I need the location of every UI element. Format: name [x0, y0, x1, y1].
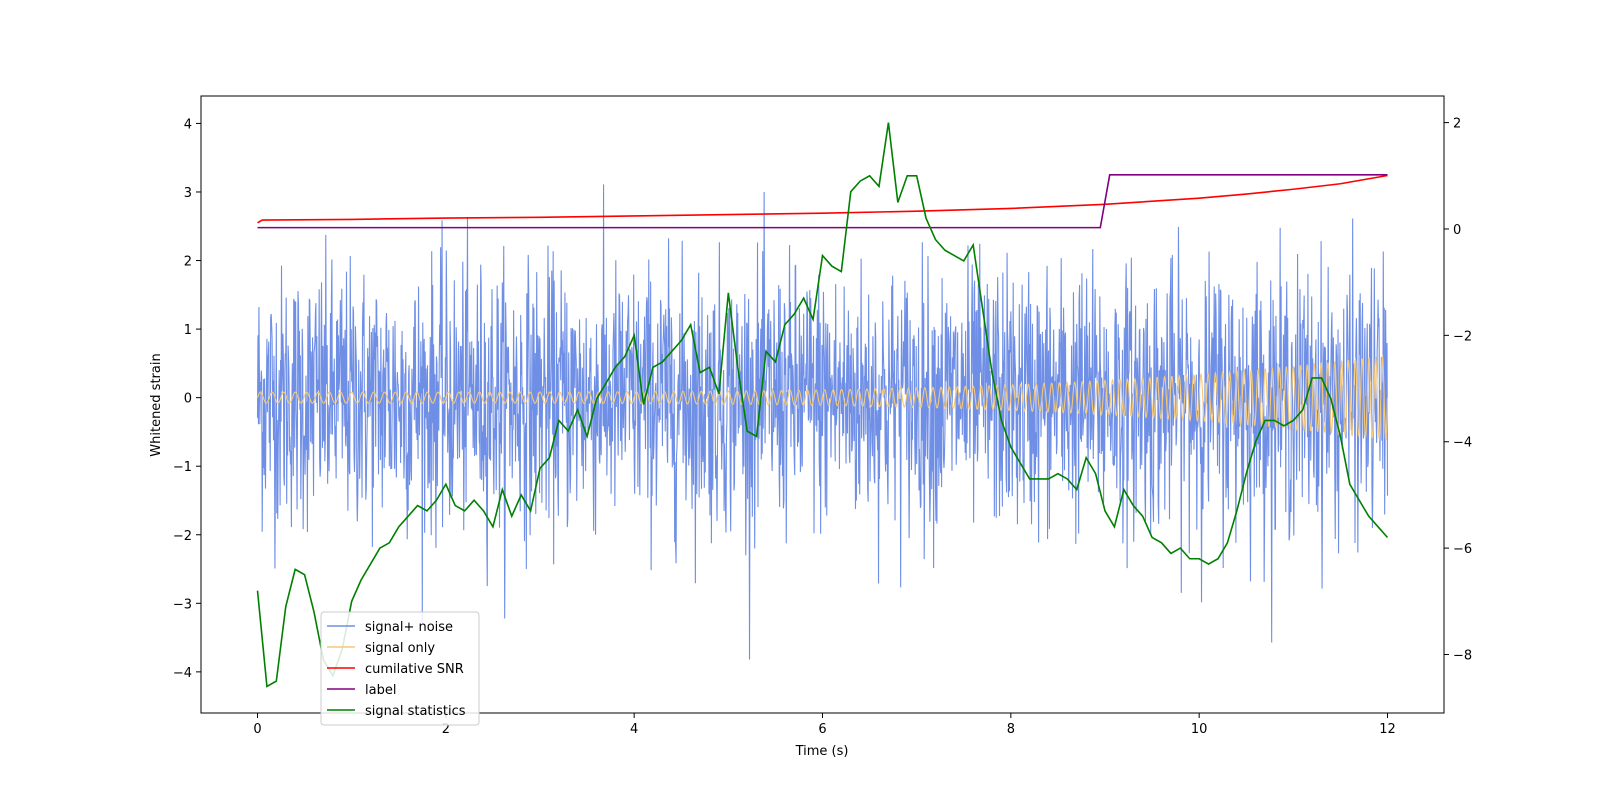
series-line-label	[257, 174, 1388, 229]
x-tick-label: 6	[818, 722, 826, 737]
y-axis-label: Whitened strain	[149, 353, 164, 456]
x-tick-label: 2	[442, 722, 450, 737]
y-tick-label: 3	[184, 186, 192, 201]
y2-tick-label: −4	[1453, 436, 1472, 451]
y-tick-label: 1	[184, 323, 192, 338]
x-tick-label: 0	[253, 722, 261, 737]
x-tick-label: 8	[1007, 722, 1015, 737]
y2-tick-label: −2	[1453, 329, 1472, 344]
y-tick-label: 0	[184, 392, 192, 407]
series-layer	[256, 122, 1389, 688]
y-tick-label: −3	[173, 597, 192, 612]
legend-label: cumilative SNR	[365, 662, 464, 677]
legend-label: signal+ noise	[365, 620, 453, 635]
y-axis-left: −4 −3 −2 −1 0 1 2 3 4	[173, 117, 201, 681]
y2-tick-label: 0	[1453, 223, 1461, 238]
y2-tick-label: −8	[1453, 648, 1472, 663]
y2-tick-label: 2	[1453, 117, 1461, 132]
y-tick-label: 2	[184, 255, 192, 270]
series-line-signal-only	[256, 354, 1389, 441]
legend-label: signal only	[365, 641, 435, 656]
y-tick-label: 4	[184, 117, 192, 132]
series-line-signal-noise	[256, 184, 1389, 660]
x-tick-label: 12	[1379, 722, 1396, 737]
y-tick-label: −1	[173, 460, 192, 475]
legend: signal+ noise signal only cumilative SNR la…	[320, 611, 480, 726]
x-axis-label: Time (s)	[795, 744, 849, 759]
x-tick-label: 10	[1191, 722, 1208, 737]
series-line-cumilative-snr	[257, 174, 1388, 224]
y2-tick-label: −6	[1453, 542, 1472, 557]
y-tick-label: −2	[173, 529, 192, 544]
x-tick-label: 4	[630, 722, 638, 737]
legend-label: signal statistics	[365, 704, 466, 719]
y-tick-label: −4	[173, 666, 192, 681]
legend-box	[320, 611, 480, 726]
series-line-signal-statistics	[256, 122, 1389, 688]
y-axis-right: −8 −6 −4 −2 0 2	[1444, 117, 1472, 663]
legend-label: label	[365, 683, 396, 698]
